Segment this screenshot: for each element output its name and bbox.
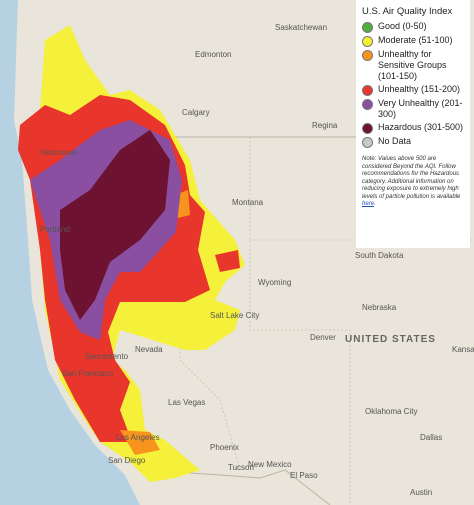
place-label: Phoenix xyxy=(210,443,239,452)
border xyxy=(144,469,331,505)
place-label: Calgary xyxy=(182,108,210,117)
place-label: Montana xyxy=(232,198,264,207)
legend: U.S. Air Quality Index Good (0-50) Modera… xyxy=(356,0,470,248)
place-label: Portland xyxy=(40,225,70,234)
legend-items: Good (0-50) Moderate (51-100) Unhealthy fo… xyxy=(362,21,464,148)
legend-item: Very Unhealthy (201-300) xyxy=(362,98,464,120)
place-label: Sacramento xyxy=(85,352,129,361)
legend-item: Unhealthy for Sensitive Groups (101-150) xyxy=(362,49,464,82)
note-end: . xyxy=(374,201,376,207)
place-label: Edmonton xyxy=(195,50,231,59)
legend-swatch xyxy=(362,36,373,47)
place-label: Nevada xyxy=(135,345,163,354)
place-label: Los Angeles xyxy=(116,433,160,442)
place-label: Oklahoma City xyxy=(365,407,417,416)
ocean xyxy=(0,0,140,505)
legend-item: Hazardous (301-500) xyxy=(362,122,464,134)
place-label: Saskatchewan xyxy=(275,23,327,32)
legend-label: Unhealthy (151-200) xyxy=(378,84,461,94)
note-link[interactable]: here xyxy=(362,201,375,207)
legend-label: Good (0-50) xyxy=(378,21,427,31)
legend-swatch xyxy=(362,22,373,33)
place-label: Dallas xyxy=(420,433,442,442)
place-label: New Mexico xyxy=(248,460,292,469)
note-text: Note: Values above 500 are considered Be… xyxy=(362,156,461,200)
place-label: South Dakota xyxy=(355,251,404,260)
place-label: Kansas xyxy=(452,345,474,354)
state-border xyxy=(249,137,351,505)
place-label: Nebraska xyxy=(362,303,397,312)
place-label: San Diego xyxy=(108,456,146,465)
place-label: Vancouver xyxy=(40,148,78,157)
legend-item: No Data xyxy=(362,136,464,148)
legend-note: Note: Values above 500 are considered Be… xyxy=(362,156,464,209)
place-label: Tucson xyxy=(228,463,254,472)
legend-label: Unhealthy for Sensitive Groups (101-150) xyxy=(378,49,447,81)
place-label: Wyoming xyxy=(258,278,291,287)
place-label: Denver xyxy=(310,333,336,342)
legend-label: Hazardous (301-500) xyxy=(378,122,464,132)
legend-item: Moderate (51-100) xyxy=(362,35,464,47)
smoke-hazardous xyxy=(60,130,170,320)
legend-label: Very Unhealthy (201-300) xyxy=(378,98,463,119)
legend-title: U.S. Air Quality Index xyxy=(362,6,453,17)
legend-label: Moderate (51-100) xyxy=(378,35,453,45)
place-label: UNITED STATES xyxy=(345,334,436,345)
place-label: El Paso xyxy=(290,471,318,480)
smoke-unhealthy xyxy=(215,250,240,272)
place-label: Salt Lake City xyxy=(210,311,259,320)
legend-swatch xyxy=(362,99,373,110)
legend-swatch xyxy=(362,85,373,96)
legend-swatch xyxy=(362,50,373,61)
legend-label: No Data xyxy=(378,136,412,146)
smoke-sensitive xyxy=(120,430,160,455)
legend-swatch xyxy=(362,137,373,148)
place-label: Austin xyxy=(410,488,432,497)
place-label: Las Vegas xyxy=(168,398,205,407)
place-label: Regina xyxy=(312,121,338,130)
place-label: San Francisco xyxy=(62,369,114,378)
legend-item: Good (0-50) xyxy=(362,21,464,33)
legend-item: Unhealthy (151-200) xyxy=(362,84,464,96)
legend-swatch xyxy=(362,123,373,134)
